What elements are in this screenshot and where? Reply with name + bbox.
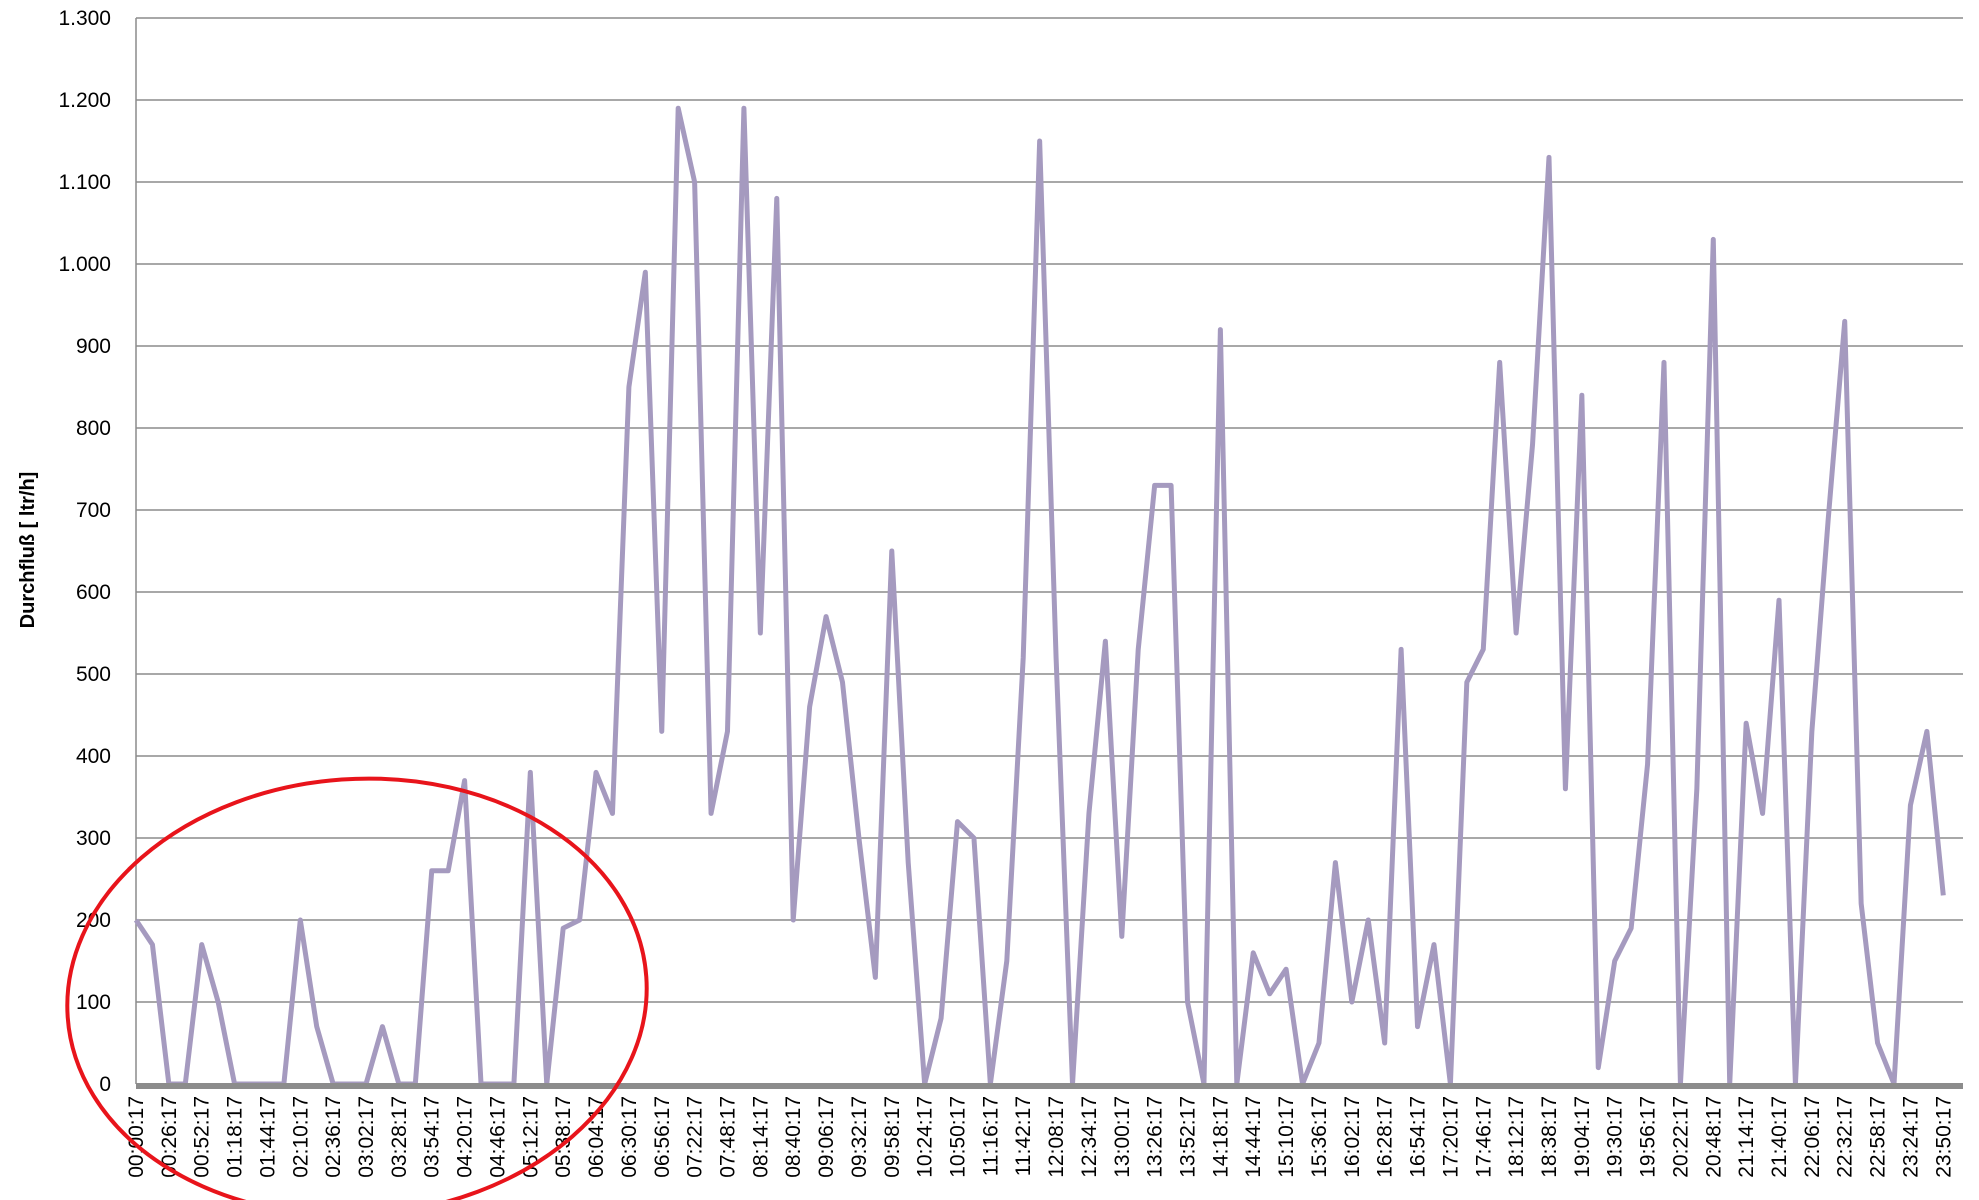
y-tick-label: 0 — [99, 1073, 111, 1096]
x-tick-label: 20:22:17 — [1669, 1096, 1692, 1178]
x-tick-label: 19:04:17 — [1571, 1096, 1594, 1178]
y-tick-label: 300 — [76, 827, 111, 850]
x-tick-label: 06:04:17 — [585, 1096, 608, 1178]
x-tick-label: 04:20:17 — [454, 1096, 477, 1178]
x-tick-label: 05:12:17 — [519, 1096, 542, 1178]
x-tick-label: 10:24:17 — [914, 1096, 937, 1178]
y-tick-label: 500 — [76, 663, 111, 686]
x-tick-label: 00:26:17 — [158, 1096, 181, 1178]
x-tick-label: 07:48:17 — [716, 1096, 739, 1178]
x-tick-label: 01:18:17 — [224, 1096, 247, 1178]
x-tick-label: 04:46:17 — [486, 1096, 509, 1178]
x-tick-label: 18:12:17 — [1505, 1096, 1528, 1178]
x-tick-label: 14:18:17 — [1209, 1096, 1232, 1178]
y-tick-label: 800 — [76, 417, 111, 440]
x-tick-label: 02:10:17 — [289, 1096, 312, 1178]
x-tick-label: 06:56:17 — [651, 1096, 674, 1178]
x-tick-label: 07:22:17 — [684, 1096, 707, 1178]
x-tick-label: 06:30:17 — [618, 1096, 641, 1178]
x-tick-label: 19:56:17 — [1637, 1096, 1660, 1178]
x-tick-label: 19:30:17 — [1604, 1096, 1627, 1178]
x-tick-label: 13:00:17 — [1111, 1096, 1134, 1178]
x-tick-label: 14:44:17 — [1242, 1096, 1265, 1178]
x-tick-label: 17:20:17 — [1439, 1096, 1462, 1178]
y-tick-label: 1.100 — [58, 171, 111, 194]
x-tick-label: 00:00:17 — [125, 1096, 148, 1178]
y-axis-title: Durchfluß [ ltr/h] — [17, 472, 39, 629]
x-tick-label: 03:02:17 — [355, 1096, 378, 1178]
x-tick-label: 16:02:17 — [1341, 1096, 1364, 1178]
x-tick-label: 02:36:17 — [322, 1096, 345, 1178]
x-tick-label: 16:28:17 — [1374, 1096, 1397, 1178]
y-tick-label: 400 — [76, 745, 111, 768]
x-tick-label: 09:32:17 — [848, 1096, 871, 1178]
y-tick-label: 1.300 — [58, 7, 111, 30]
x-tick-label: 16:54:17 — [1407, 1096, 1430, 1178]
highlight-ellipse — [65, 776, 649, 1200]
x-tick-label: 11:16:17 — [979, 1096, 1002, 1176]
x-tick-label: 17:46:17 — [1472, 1096, 1495, 1178]
x-tick-label: 08:14:17 — [749, 1096, 772, 1178]
x-tick-label: 09:06:17 — [815, 1096, 838, 1178]
x-tick-label: 13:26:17 — [1144, 1096, 1167, 1178]
x-tick-label: 15:36:17 — [1308, 1096, 1331, 1178]
x-tick-label: 22:58:17 — [1867, 1096, 1890, 1178]
x-tick-label: 23:24:17 — [1899, 1096, 1922, 1178]
line-series — [133, 105, 1946, 1087]
x-tick-label: 11:42:17 — [1012, 1096, 1035, 1176]
y-tick-label: 1.000 — [58, 253, 111, 276]
x-tick-label: 12:34:17 — [1078, 1096, 1101, 1178]
x-tick-label: 13:52:17 — [1177, 1096, 1200, 1178]
y-tick-label: 100 — [76, 991, 111, 1014]
x-tick-label: 03:28:17 — [388, 1096, 411, 1178]
x-tick-label: 03:54:17 — [421, 1096, 444, 1178]
x-tick-label: 12:08:17 — [1045, 1096, 1068, 1178]
x-tick-label: 01:44:17 — [256, 1096, 279, 1178]
x-tick-label: 22:32:17 — [1834, 1096, 1857, 1178]
x-tick-label: 15:10:17 — [1275, 1096, 1298, 1178]
x-tick-label: 20:48:17 — [1702, 1096, 1725, 1178]
x-tick-label: 10:50:17 — [947, 1096, 970, 1178]
x-tick-label: 21:40:17 — [1768, 1096, 1791, 1178]
x-tick-label: 08:40:17 — [782, 1096, 805, 1178]
x-tick-label: 05:38:17 — [552, 1096, 575, 1178]
y-tick-label: 900 — [76, 335, 111, 358]
x-tick-label: 09:58:17 — [881, 1096, 904, 1178]
x-tick-label: 21:14:17 — [1735, 1096, 1758, 1178]
y-tick-label: 700 — [76, 499, 111, 522]
x-tick-label: 00:52:17 — [191, 1096, 214, 1178]
x-tick-label: 22:06:17 — [1801, 1096, 1824, 1178]
x-tick-label: 18:38:17 — [1538, 1096, 1561, 1178]
y-tick-label: 1.200 — [58, 89, 111, 112]
y-tick-label: 600 — [76, 581, 111, 604]
x-tick-label: 23:50:17 — [1932, 1096, 1955, 1178]
